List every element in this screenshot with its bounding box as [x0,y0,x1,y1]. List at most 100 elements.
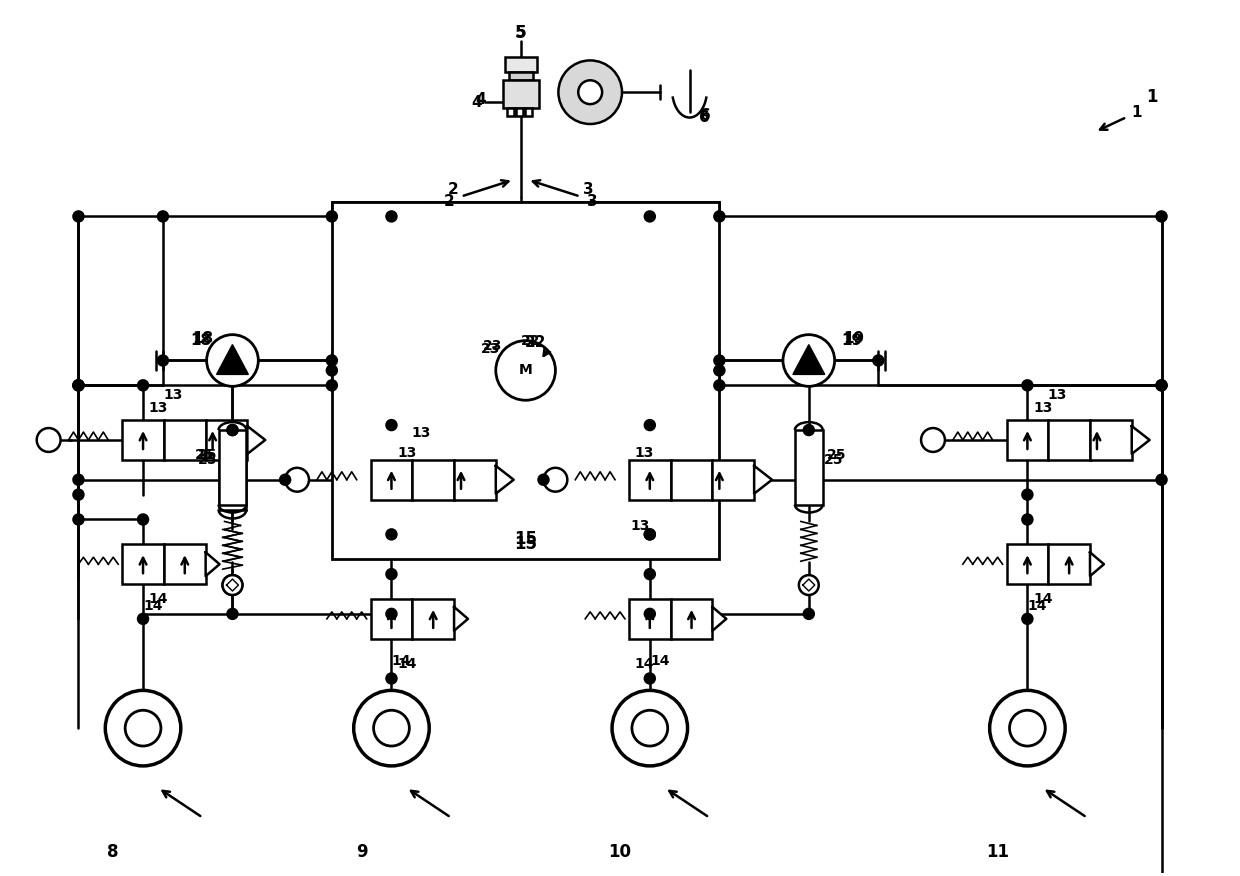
Circle shape [799,576,818,595]
Text: 2: 2 [444,194,455,209]
Polygon shape [792,344,825,374]
Bar [1090,420,1132,460]
Bar [371,599,413,639]
Bar [671,599,713,639]
Circle shape [804,609,813,618]
Text: 13: 13 [398,446,417,460]
Circle shape [632,710,667,746]
Polygon shape [1132,426,1149,454]
Text: 9: 9 [356,844,367,861]
Bar [454,460,496,499]
Text: 25: 25 [198,448,217,462]
Circle shape [873,356,883,365]
Polygon shape [713,607,727,631]
Polygon shape [206,552,219,576]
Text: 13: 13 [412,426,432,440]
Text: 14: 14 [1034,592,1053,606]
Text: 25: 25 [195,448,215,462]
Circle shape [714,365,724,376]
Circle shape [222,576,242,595]
Circle shape [227,609,237,618]
Circle shape [387,420,397,430]
Bar [713,460,754,499]
Bar [206,420,247,460]
Text: 25: 25 [198,453,217,467]
Circle shape [558,60,622,124]
Circle shape [105,690,181,766]
Circle shape [138,514,148,525]
Text: 8: 8 [108,844,119,861]
Bar [629,460,671,499]
Circle shape [37,428,61,452]
Circle shape [1157,475,1167,484]
Text: 14: 14 [398,656,417,670]
Text: 1: 1 [1146,88,1157,106]
Circle shape [613,690,687,766]
Circle shape [543,468,568,491]
Text: 2: 2 [448,182,459,197]
Circle shape [327,356,337,365]
Circle shape [1023,490,1033,499]
Circle shape [387,529,397,540]
Bar [507,108,513,116]
Text: 5: 5 [515,24,527,41]
Circle shape [373,710,409,746]
Circle shape [353,690,429,766]
Bar [505,58,537,73]
Bar [371,460,413,499]
Bar [218,430,247,505]
Bar [1048,420,1090,460]
Polygon shape [454,607,467,631]
Circle shape [157,356,167,365]
Bar [502,81,538,108]
Text: 19: 19 [843,331,864,346]
Circle shape [227,425,237,435]
Text: 14: 14 [392,653,412,668]
Circle shape [125,710,161,746]
Circle shape [207,335,258,386]
Circle shape [645,420,655,430]
Text: 14: 14 [650,653,670,668]
Text: 18: 18 [192,331,213,346]
Bar [516,108,522,116]
Bar [164,420,206,460]
Polygon shape [247,426,265,454]
Circle shape [327,380,337,391]
Circle shape [387,569,397,579]
Circle shape [73,490,83,499]
Circle shape [1157,380,1167,391]
Text: 14: 14 [149,592,167,606]
Text: 15: 15 [515,535,537,554]
Circle shape [645,529,655,540]
Circle shape [804,425,813,435]
Bar [1007,544,1048,584]
Circle shape [1157,380,1167,391]
Circle shape [73,380,83,391]
Circle shape [645,529,655,540]
Circle shape [645,674,655,683]
Circle shape [73,380,83,391]
Circle shape [990,690,1065,766]
Text: 14: 14 [144,599,162,613]
Polygon shape [217,344,248,374]
Circle shape [538,475,548,484]
Circle shape [73,211,83,222]
Circle shape [157,211,167,222]
Circle shape [496,341,556,400]
Text: 1: 1 [1131,104,1142,120]
Bar [525,108,532,116]
Text: 13: 13 [1048,388,1066,402]
Bar [123,544,164,584]
Text: 3: 3 [587,194,598,209]
Circle shape [222,576,242,595]
Circle shape [73,475,83,484]
Circle shape [714,380,724,391]
Circle shape [1157,211,1167,222]
Circle shape [645,569,655,579]
Bar [218,430,247,510]
Circle shape [1023,514,1033,525]
Text: 14: 14 [1028,599,1047,613]
Text: 13: 13 [1034,401,1053,415]
Circle shape [645,211,655,222]
Bar [123,420,164,460]
